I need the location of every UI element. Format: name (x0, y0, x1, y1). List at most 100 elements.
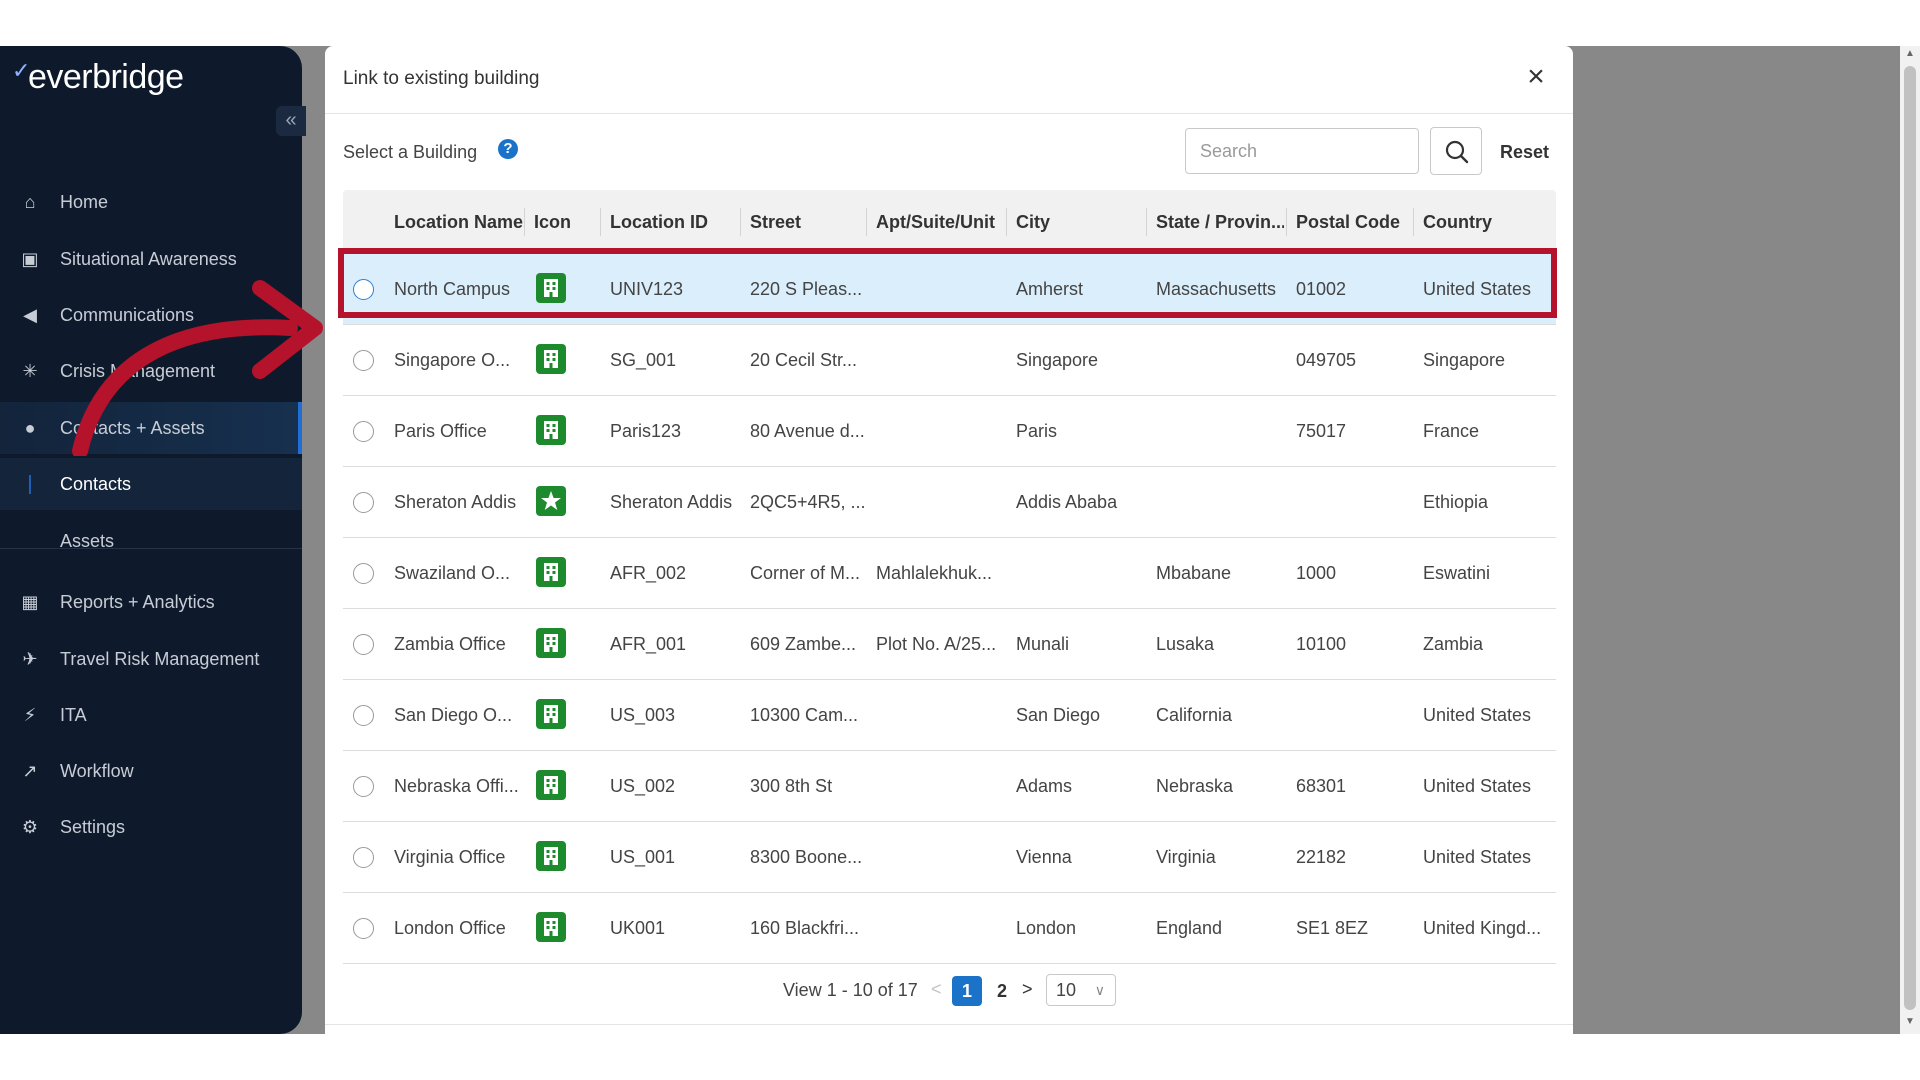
sidebar-item-travel-risk-management[interactable]: ✈ Travel Risk Management (0, 633, 302, 685)
sidebar-item-settings[interactable]: ⚙ Settings (0, 801, 302, 853)
select-building-label: Select a Building (343, 142, 478, 162)
table-header: Location Name Icon Location ID Street Ap… (343, 190, 1556, 254)
sidebar-item-label: Reports + Analytics (60, 591, 215, 612)
page-1-button[interactable]: 1 (952, 976, 982, 1006)
cell-location-id: US_001 (610, 847, 676, 867)
cell-postal-code: 68301 (1296, 776, 1347, 796)
table-row[interactable]: London Office UK001 160 Blackfri... London E… (343, 893, 1556, 964)
scrollbar[interactable]: ▲ ▼ (1900, 46, 1920, 1034)
column-header-icon[interactable]: Icon (534, 212, 572, 232)
building-glyph (544, 705, 558, 723)
sidebar-item-label: Workflow (60, 760, 134, 781)
cell-location-name: Swaziland O... (394, 563, 511, 583)
row-radio-button[interactable] (353, 350, 374, 371)
column-header-city[interactable]: City (1016, 212, 1051, 232)
row-radio-button[interactable] (353, 705, 374, 726)
cell-country: France (1423, 421, 1480, 441)
cell-country: Singapore (1423, 350, 1506, 370)
table-row[interactable]: Singapore O... SG_001 20 Cecil Str... Singa… (343, 325, 1556, 396)
cell-location-id: Sheraton Addis (610, 492, 733, 512)
modal-title: Link to existing building (343, 68, 540, 89)
column-separator (524, 208, 525, 236)
sidebar-item-label: Situational Awareness (60, 248, 237, 269)
row-radio-button[interactable] (353, 918, 374, 939)
cell-postal-code (1296, 680, 1413, 750)
table-row[interactable]: Nebraska Offi... US_002 300 8th St Adams Neb… (343, 751, 1556, 822)
search-icon (1445, 140, 1469, 164)
sidebar-subitem-contacts[interactable]: | Contacts (0, 458, 302, 510)
everbridge-logo[interactable]: ✓everbridge (12, 58, 184, 97)
sidebar-item-reports-analytics[interactable]: ▦ Reports + Analytics (0, 576, 302, 628)
sidebar-item-workflow[interactable]: ↗ Workflow (0, 745, 302, 797)
table-row[interactable]: San Diego O... US_003 10300 Cam... San Dieg… (343, 680, 1556, 751)
cell-postal-code: 75017 (1296, 421, 1347, 441)
column-header-apt[interactable]: Apt/Suite/Unit (876, 212, 995, 232)
column-header-state[interactable]: State / Provin... (1156, 212, 1284, 232)
cell-city: Munali (1016, 634, 1070, 654)
collapse-sidebar-button[interactable]: « (276, 106, 306, 136)
page-2-button[interactable]: 2 (996, 981, 1007, 1001)
table-row[interactable]: Sheraton Addis Sheraton Addis 2QC5+4R5, ..… (343, 467, 1556, 538)
column-header-postal-code[interactable]: Postal Code (1296, 212, 1401, 232)
table-row[interactable]: Paris Office Paris123 80 Avenue d... Paris 7… (343, 396, 1556, 467)
scroll-up-arrow-icon[interactable]: ▲ (1905, 48, 1915, 59)
close-icon[interactable]: × (1527, 60, 1545, 93)
cell-street: 220 S Pleas... (750, 279, 863, 299)
table-row[interactable]: North Campus UNIV123 220 S Pleas... Amherst… (343, 254, 1556, 325)
reset-button[interactable]: Reset (1500, 142, 1550, 162)
building-glyph (544, 279, 558, 297)
chart-icon: ↗ (22, 760, 38, 781)
row-radio-button[interactable] (353, 563, 374, 584)
pagination: View 1 - 10 of 17 < 1 2 > 10 ∨ (325, 974, 1573, 1010)
scrollbar-thumb[interactable] (1904, 66, 1916, 1010)
app-frame: ✓everbridge « ⌂ Home ▣ Situational Awarene… (0, 46, 1900, 1034)
building-icon (536, 699, 566, 729)
cell-city (1016, 538, 1146, 608)
cell-street: Corner of M... (750, 563, 861, 583)
building-glyph (544, 563, 558, 581)
sidebar-item-situational-awareness[interactable]: ▣ Situational Awareness (0, 233, 302, 285)
scroll-down-arrow-icon[interactable]: ▼ (1905, 1016, 1915, 1027)
column-header-location-name[interactable]: Location Name (394, 212, 524, 232)
sidebar-item-communications[interactable]: ◀ Communications (0, 289, 302, 341)
building-icon (536, 273, 566, 303)
airplane-icon: ✈ (22, 648, 38, 669)
search-button[interactable] (1430, 127, 1482, 175)
column-header-location-id[interactable]: Location ID (610, 212, 708, 232)
row-radio-button[interactable] (353, 279, 374, 300)
cell-apt: Mahlalekhuk... (876, 563, 993, 583)
sidebar-item-home[interactable]: ⌂ Home (0, 176, 302, 228)
cell-state: Lusaka (1156, 634, 1215, 654)
gear-icon: ⚙ (21, 816, 39, 837)
cell-postal-code: SE1 8EZ (1296, 918, 1369, 938)
previous-page-button[interactable]: < (931, 979, 942, 999)
search-input[interactable] (1185, 128, 1419, 174)
divider (325, 113, 1573, 114)
sidebar-subitem-assets[interactable]: Assets (0, 515, 302, 567)
table-row[interactable]: Virginia Office US_001 8300 Boone... Vienna… (343, 822, 1556, 893)
row-radio-button[interactable] (353, 492, 374, 513)
row-radio-button[interactable] (353, 421, 374, 442)
sidebar-item-label: Assets (60, 530, 115, 551)
table-row[interactable]: Swaziland O... AFR_002 Corner of M... Mahla… (343, 538, 1556, 609)
building-icon (536, 344, 566, 374)
cell-location-id: UK001 (610, 918, 666, 938)
next-page-button[interactable]: > (1022, 979, 1033, 999)
column-header-country[interactable]: Country (1423, 212, 1492, 232)
cell-country: United Kingd... (1423, 918, 1542, 938)
column-header-street[interactable]: Street (750, 212, 802, 232)
cell-location-id: UNIV123 (610, 279, 684, 299)
table-row[interactable]: Zambia Office AFR_001 609 Zambe... Plot No.… (343, 609, 1556, 680)
sidebar-item-contacts-assets[interactable]: ● Contacts + Assets (0, 402, 302, 454)
active-indicator: | (27, 472, 33, 495)
page-size-select[interactable]: 10 ∨ (1046, 974, 1116, 1006)
row-radio-button[interactable] (353, 847, 374, 868)
cell-apt (876, 680, 1006, 750)
building-glyph (544, 847, 558, 865)
cell-country: Ethiopia (1423, 492, 1489, 512)
sidebar-item-label: Communications (60, 304, 195, 325)
row-radio-button[interactable] (353, 776, 374, 797)
help-icon[interactable]: ? (498, 139, 518, 159)
sidebar-item-ita[interactable]: ⚡ ITA (0, 689, 302, 741)
row-radio-button[interactable] (353, 634, 374, 655)
